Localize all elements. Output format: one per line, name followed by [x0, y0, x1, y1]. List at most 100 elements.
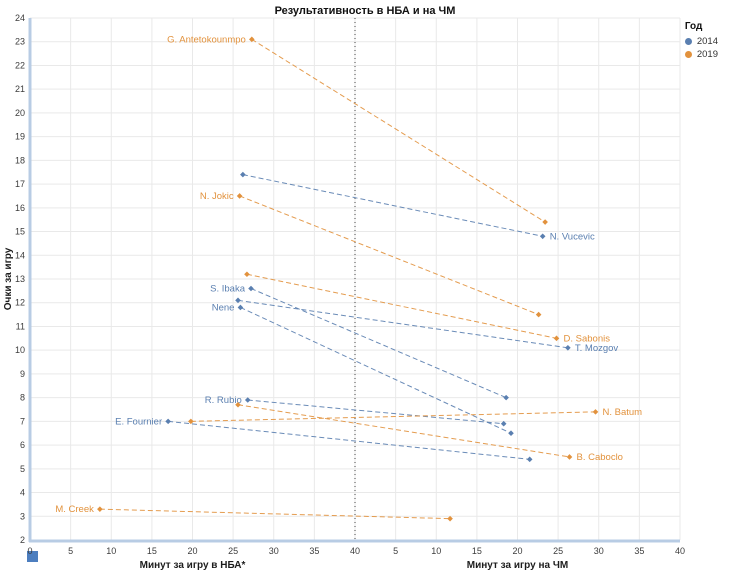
y-tick-label: 16: [15, 203, 25, 213]
y-tick-label: 21: [15, 84, 25, 94]
legend-entry-2019: 2019: [684, 48, 718, 61]
y-tick-label: 4: [20, 488, 25, 498]
x-tick-label-wc: 5: [393, 546, 398, 556]
player-label: R. Rubio: [205, 395, 242, 406]
y-tick-label: 6: [20, 440, 25, 450]
player-line: [99, 508, 451, 520]
player-line: [247, 399, 504, 425]
x-axis-title-nba: Минут за игру в НБА*: [140, 560, 246, 571]
x-tick-label-nba: 5: [68, 546, 73, 556]
y-tick-label: 8: [20, 393, 25, 403]
y-tick-label: 19: [15, 132, 25, 142]
y-tick-label: 13: [15, 274, 25, 284]
legend: Год 2014 2019: [684, 20, 718, 61]
chart-title: Результативность в НБА и на ЧМ: [274, 5, 456, 17]
legend-title: Год: [684, 21, 703, 32]
player-marker-wc: [542, 219, 548, 225]
player-marker-wc: [566, 454, 573, 460]
x-tick-label-nba: 40: [350, 546, 360, 556]
player-marker-wc: [508, 430, 514, 437]
x-tick-label-wc: 35: [634, 546, 644, 556]
player-label: B. Caboclo: [577, 452, 623, 463]
y-tick-label: 7: [20, 416, 25, 426]
player-line: [237, 404, 570, 458]
player-line: [237, 299, 568, 349]
player-marker-nba: [248, 285, 254, 292]
y-tick-label: 23: [15, 37, 25, 47]
player-line: [240, 307, 512, 434]
player-label: T. Mozgov: [575, 343, 619, 354]
player-line: [239, 195, 539, 316]
y-tick-label: 17: [15, 179, 25, 189]
y-tick-label: 3: [20, 511, 25, 521]
y-tick-label: 20: [15, 108, 25, 118]
player-marker-nba: [188, 418, 194, 425]
player-label: N. Batum: [603, 407, 643, 418]
x-tick-label-nba: 35: [309, 546, 319, 556]
y-tick-label: 9: [20, 369, 25, 379]
player-line: [242, 174, 543, 237]
x-tick-label-nba: 25: [228, 546, 238, 556]
player-marker-wc: [526, 456, 533, 463]
player-label: D. Sabonis: [564, 333, 611, 344]
player-label: M. Creek: [55, 504, 94, 515]
player-marker-nba: [249, 36, 255, 43]
player-line: [246, 273, 557, 339]
player-marker-nba: [240, 171, 246, 178]
player-line: [250, 288, 507, 399]
legend-dot-icon: [684, 51, 692, 58]
legend-entry-label: 2019: [696, 49, 718, 60]
y-tick-label: 5: [20, 464, 25, 474]
player-label: G. Antetokounmpo: [167, 34, 246, 45]
legend-entry-label: 2014: [696, 36, 718, 47]
y-axis-title: Очки за игру: [3, 247, 14, 310]
y-tick-label: 2: [20, 535, 25, 545]
player-marker-wc: [592, 409, 599, 415]
x-tick-label-wc: 15: [472, 546, 482, 556]
y-tick-label: 10: [15, 345, 25, 355]
x-axis-title-wc: Минут за игру на ЧМ: [467, 560, 568, 571]
player-marker-wc: [535, 311, 542, 318]
player-marker-nba: [165, 418, 171, 425]
y-tick-label: 18: [15, 155, 25, 165]
player-marker-wc: [447, 515, 453, 522]
y-tick-label: 22: [15, 60, 25, 70]
y-tick-label: 11: [16, 321, 25, 331]
player-label: N. Vucevic: [550, 231, 595, 242]
x-tick-label-wc: 40: [675, 546, 685, 556]
player-line: [168, 420, 530, 460]
player-line: [251, 38, 546, 223]
x-tick-label-wc: 20: [512, 546, 522, 556]
x-tick-label-nba: 10: [106, 546, 116, 556]
x-tick-label-nba: 30: [269, 546, 279, 556]
player-label: Nene: [212, 302, 235, 313]
y-tick-label: 12: [15, 298, 25, 308]
player-marker-wc: [553, 335, 560, 342]
x-tick-label-wc: 30: [594, 546, 604, 556]
y-tick-label: 14: [15, 250, 25, 260]
player-label: S. Ibaka: [210, 283, 246, 294]
player-marker-nba: [235, 297, 241, 304]
x-tick-label-nba: 15: [147, 546, 157, 556]
x-tick-label-wc: 25: [553, 546, 563, 556]
x-tick-label-wc: 10: [431, 546, 441, 556]
legend-dot-icon: [684, 38, 692, 45]
player-marker-wc: [500, 420, 507, 427]
player-line: [190, 411, 596, 422]
player-marker-nba: [244, 271, 250, 278]
player-marker-nba: [236, 193, 243, 199]
player-marker-nba: [244, 397, 251, 403]
player-label: E. Fournier: [115, 416, 162, 427]
player-marker-nba: [235, 401, 241, 408]
player-marker-wc: [503, 394, 509, 401]
y-tick-label: 15: [15, 227, 25, 237]
legend-entry-2014: 2014: [684, 35, 718, 48]
x-tick-label-nba: 0: [27, 546, 32, 556]
player-marker-nba: [237, 304, 244, 311]
x-tick-label-nba: 20: [187, 546, 197, 556]
player-marker-wc: [539, 233, 546, 240]
player-marker-nba: [97, 506, 103, 512]
corner-mark: [27, 551, 38, 562]
